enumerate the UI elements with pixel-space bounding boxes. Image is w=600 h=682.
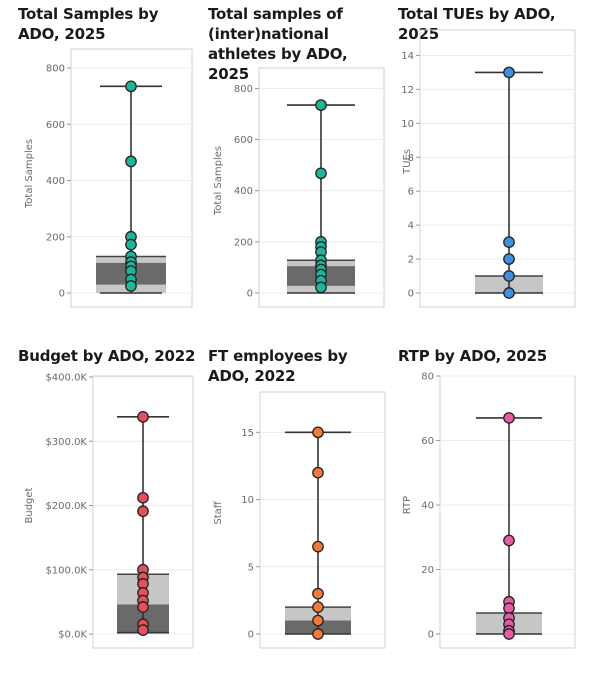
- data-point: [312, 426, 324, 439]
- y-tick-label: 14: [401, 51, 414, 62]
- y-tick-label: 5: [248, 562, 254, 573]
- data-point: [503, 287, 515, 299]
- chart-title: RTP by ADO, 2025: [398, 347, 548, 365]
- y-tick-label: 800: [234, 84, 253, 95]
- data-point: [315, 167, 327, 180]
- y-tick-label: 15: [241, 428, 254, 439]
- data-point: [137, 410, 149, 423]
- y-tick-label: 600: [234, 135, 253, 146]
- plot-frame: [258, 67, 385, 308]
- plot-frame: [70, 48, 193, 308]
- chart-canvas: 0 200 400 600 800 Total Samples: [213, 67, 385, 308]
- y-tick-label: 200: [234, 237, 253, 248]
- data-point: [503, 602, 515, 615]
- data-point: [312, 601, 324, 613]
- y-tick-label: $200.0K: [45, 501, 87, 512]
- chart-panel-ft-employees: FT employees by ADO, 2022 0 5 10 15 Staff: [208, 346, 398, 676]
- y-tick-label: 8: [408, 153, 414, 164]
- data-point: [503, 236, 515, 248]
- chart-panel-tues: Total TUEs by ADO, 2025 0 2 4 6 8 10 12 14 TUEs: [398, 4, 598, 324]
- plot-frame: [419, 29, 576, 308]
- plot-frame: [92, 375, 194, 649]
- y-tick-label: $400.0K: [45, 373, 87, 384]
- data-point: [125, 155, 137, 168]
- y-tick-label: 40: [421, 501, 434, 512]
- y-tick-label: $300.0K: [45, 437, 87, 448]
- data-point: [125, 280, 137, 292]
- y-tick-label: 12: [401, 85, 414, 96]
- chart-canvas: 0 5 10 15 Staff: [213, 391, 386, 649]
- chart-title: FT employees by ADO, 2022: [208, 347, 348, 385]
- data-point: [315, 281, 327, 294]
- y-tick-label: 0: [247, 289, 253, 300]
- data-point: [312, 540, 324, 553]
- chart-canvas: 0 20 40 60 80 RTP: [402, 372, 576, 649]
- y-tick-label: 800: [46, 64, 65, 75]
- y-axis-label: TUEs: [402, 149, 413, 175]
- y-tick-label: 6: [408, 187, 414, 198]
- y-tick-label: 400: [234, 186, 253, 197]
- y-tick-label: 400: [46, 176, 65, 187]
- chart-canvas: 0 200 400 600 800 Total Samples: [24, 48, 193, 308]
- y-tick-label: 200: [46, 232, 65, 243]
- y-tick-label: 20: [421, 565, 434, 576]
- data-point: [125, 80, 137, 93]
- data-point: [137, 491, 149, 504]
- y-tick-label: $0.0K: [58, 630, 87, 641]
- chart-panel-athlete-samples: Total samples of (inter)national athlete…: [208, 4, 398, 324]
- y-axis-label: RTP: [402, 496, 413, 514]
- chart-panel-total-samples: Total Samples by ADO, 2025 0 200 400 600 800…: [18, 4, 198, 324]
- y-tick-label: 10: [241, 495, 254, 506]
- data-point: [125, 238, 137, 251]
- y-tick-label: $100.0K: [45, 565, 87, 576]
- chart-canvas: 0 2 4 6 8 10 12 14 TUEs: [401, 29, 576, 308]
- y-tick-label: 0: [248, 630, 254, 641]
- data-point: [312, 587, 324, 600]
- data-point: [137, 601, 149, 613]
- data-point: [503, 412, 515, 424]
- y-tick-label: 0: [428, 630, 434, 641]
- y-axis-label: Budget: [24, 487, 35, 523]
- data-point: [503, 270, 515, 282]
- data-point: [312, 628, 324, 640]
- y-tick-label: 600: [46, 120, 65, 131]
- data-point: [315, 99, 327, 111]
- y-axis-label: Total Samples: [213, 146, 224, 216]
- plot-frame: [259, 391, 386, 649]
- data-point: [503, 66, 515, 79]
- data-point: [312, 614, 324, 627]
- data-point: [503, 534, 515, 547]
- data-point: [137, 505, 149, 518]
- y-tick-label: 60: [421, 436, 434, 447]
- chart-panel-rtp: RTP by ADO, 2025 0 20 40 60 80 RTP: [398, 346, 598, 676]
- chart-title: Budget by ADO, 2022: [18, 347, 196, 365]
- y-axis-label: Staff: [213, 500, 224, 524]
- chart-title: Total Samples by ADO, 2025: [18, 5, 159, 43]
- chart-panel-budget: Budget by ADO, 2022 $0.0K $100.0K $200.0K $…: [18, 346, 208, 676]
- data-point: [503, 253, 515, 265]
- y-tick-label: 0: [59, 289, 65, 300]
- y-axis-label: Total Samples: [24, 139, 35, 209]
- data-point: [312, 466, 324, 479]
- y-tick-label: 2: [408, 255, 414, 266]
- chart-canvas: $0.0K $100.0K $200.0K $300.0K $400.0K Budget: [24, 373, 194, 649]
- y-tick-label: 0: [408, 289, 414, 300]
- data-point: [503, 628, 515, 640]
- y-tick-label: 80: [421, 372, 434, 383]
- y-tick-label: 4: [408, 221, 414, 232]
- y-tick-label: 10: [401, 119, 414, 130]
- data-point: [137, 624, 149, 636]
- chart-title: Total samples of (inter)national athlete…: [208, 5, 348, 83]
